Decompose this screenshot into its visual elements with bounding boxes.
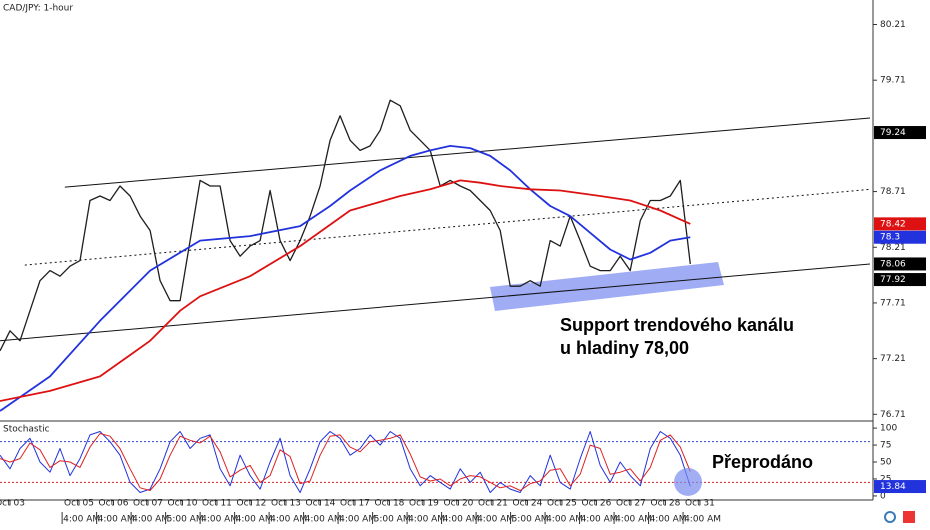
annotation: Support trendového kanálu bbox=[560, 315, 794, 335]
x-tick-label: Oct 13 bbox=[271, 499, 301, 509]
y-tick-label: 100 bbox=[880, 424, 897, 434]
x-tick-label: Oct 05 bbox=[64, 499, 94, 509]
series-line bbox=[0, 179, 691, 402]
x-time-label: 4:00 AM bbox=[270, 515, 307, 525]
price-label: 78.3 bbox=[880, 233, 900, 243]
x-time-label: 4:00 AM bbox=[546, 515, 583, 525]
trend-line bbox=[0, 263, 871, 342]
x-time-label: 4:00 AM bbox=[98, 515, 135, 525]
y-tick-label: 80.21 bbox=[880, 20, 906, 30]
series-line bbox=[0, 145, 691, 412]
x-time-label: 5:00 AM bbox=[374, 515, 411, 525]
icon[interactable] bbox=[903, 511, 915, 523]
annotation: Přeprodáno bbox=[712, 452, 813, 472]
y-tick-label: 77.21 bbox=[880, 354, 906, 364]
x-time-label: 4:00 AM bbox=[581, 515, 618, 525]
y-tick-label: 0 bbox=[880, 491, 886, 501]
y-tick-label: 75 bbox=[880, 441, 891, 451]
price-label-box bbox=[874, 480, 926, 494]
annotation: u hladiny 78,00 bbox=[560, 338, 689, 358]
x-time-label: 4:00 AM bbox=[477, 515, 514, 525]
x-tick-label: Oct 24 bbox=[513, 499, 543, 509]
y-tick-label: 78.71 bbox=[880, 187, 906, 197]
trend-line bbox=[24, 188, 871, 266]
x-tick-label: Oct 28 bbox=[650, 499, 680, 509]
panel-title: Stochastic bbox=[3, 425, 50, 435]
series-line bbox=[0, 431, 691, 493]
y-tick-label: 79.71 bbox=[880, 76, 906, 86]
y-tick-label: 77.71 bbox=[880, 298, 906, 308]
price-label: 79.24 bbox=[880, 128, 906, 138]
x-time-label: 5:00 AM bbox=[167, 515, 204, 525]
x-tick-label: Oct 12 bbox=[237, 499, 267, 509]
price-label: 78.06 bbox=[880, 259, 906, 269]
x-tick-label: Oct 25 bbox=[547, 499, 577, 509]
x-tick-label: Oct 21 bbox=[478, 499, 508, 509]
x-time-label: 4:00 AM bbox=[615, 515, 652, 525]
x-tick-label: Oct 14 bbox=[306, 499, 336, 509]
y-tick-label: 25 bbox=[880, 474, 891, 484]
trend-line bbox=[64, 117, 871, 188]
price-label-box bbox=[874, 230, 926, 244]
x-tick-label: Oct 27 bbox=[616, 499, 646, 509]
x-time-label: 4:00 AM bbox=[201, 515, 238, 525]
x-tick-label: Oct 10 bbox=[168, 499, 198, 509]
x-tick-label: Oct 06 bbox=[99, 499, 129, 509]
x-time-label: 4:00 AM bbox=[305, 515, 342, 525]
toolbar-icons[interactable] bbox=[884, 511, 915, 523]
oversold-marker bbox=[674, 468, 702, 496]
x-tick-label: Oct 20 bbox=[444, 499, 474, 509]
x-tick-label: Oct 11 bbox=[202, 499, 232, 509]
icon[interactable] bbox=[884, 511, 896, 523]
x-time-label: 4:00 AM bbox=[684, 515, 721, 525]
x-tick-label: Oct 18 bbox=[375, 499, 405, 509]
x-tick-label: Oct 19 bbox=[409, 499, 439, 509]
x-tick-label: Oct 26 bbox=[582, 499, 612, 509]
price-label-box bbox=[874, 273, 926, 287]
x-time-label: 4:00 AM bbox=[339, 515, 376, 525]
price-label: 13.84 bbox=[880, 482, 906, 492]
x-tick-label: Oct 31 bbox=[685, 499, 715, 509]
x-time-label: 4:00 AM bbox=[650, 515, 687, 525]
x-time-label: 4:00 AM bbox=[63, 515, 100, 525]
x-tick-label: Oct 03 bbox=[0, 499, 25, 509]
x-time-label: 4:00 AM bbox=[236, 515, 273, 525]
series-line bbox=[0, 433, 691, 491]
price-label-box bbox=[874, 257, 926, 271]
x-time-label: 4:00 AM bbox=[408, 515, 445, 525]
chart-title: CAD/JPY: 1-hour bbox=[3, 4, 73, 14]
x-time-label: 5:00 AM bbox=[512, 515, 549, 525]
x-time-label: 4:00 AM bbox=[443, 515, 480, 525]
y-tick-label: 76.71 bbox=[880, 410, 906, 420]
x-time-label: 4:00 AM bbox=[132, 515, 169, 525]
price-label: 78.42 bbox=[880, 219, 906, 229]
price-label-box bbox=[874, 126, 926, 140]
price-label-box bbox=[874, 217, 926, 231]
series-line bbox=[0, 99, 691, 352]
y-tick-label: 50 bbox=[880, 458, 892, 468]
plot-area bbox=[0, 99, 871, 493]
x-tick-label: Oct 17 bbox=[340, 499, 370, 509]
y-tick-label: 78.21 bbox=[880, 243, 906, 253]
x-tick-label: Oct 07 bbox=[133, 499, 163, 509]
price-label: 77.92 bbox=[880, 275, 906, 285]
support-zone bbox=[490, 262, 724, 311]
title-box bbox=[0, 0, 78, 15]
